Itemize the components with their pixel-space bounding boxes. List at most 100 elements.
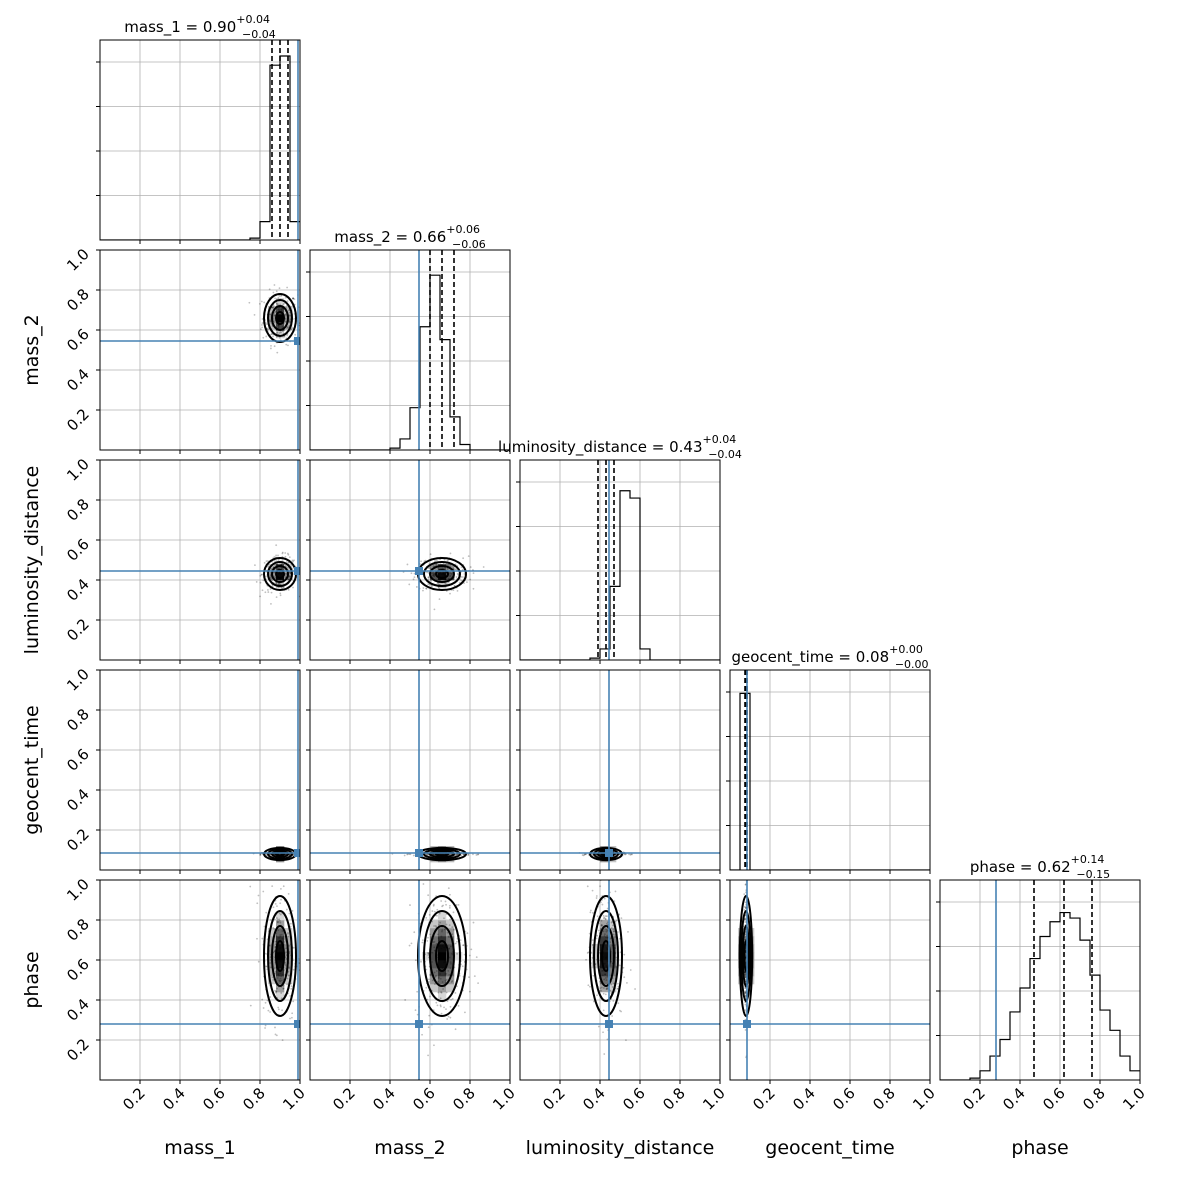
sample-point (291, 327, 294, 330)
sample-point (292, 297, 295, 300)
sample-point (279, 583, 282, 586)
panel-content (940, 880, 1140, 1080)
sample-point (631, 853, 634, 856)
truth-marker (415, 567, 423, 575)
sample-point (267, 560, 269, 562)
sample-point (425, 587, 427, 590)
density-block (284, 936, 293, 945)
sample-point (274, 902, 277, 905)
sample-point (595, 897, 598, 899)
sample-point (292, 297, 294, 300)
sample-point (275, 577, 278, 580)
sample-point (444, 973, 447, 975)
sample-point (280, 319, 282, 322)
x-axis-label-luminosity_distance: luminosity_distance (526, 1137, 715, 1159)
sample-point (619, 853, 621, 856)
sample-point (276, 918, 279, 921)
panel-content (310, 880, 510, 1080)
sample-point (623, 953, 626, 956)
sample-point (448, 956, 451, 959)
density-block (600, 936, 609, 945)
sample-point (288, 950, 291, 953)
contour-level-1 (429, 849, 455, 859)
density-block (276, 572, 285, 581)
sample-point (441, 957, 444, 959)
sample-point (584, 853, 586, 856)
sample-point (616, 987, 619, 990)
sample-point (467, 854, 470, 857)
sample-point (430, 584, 433, 587)
sample-point (284, 313, 287, 316)
sample-point (444, 582, 447, 585)
x-axis-label-mass_2: mass_2 (374, 1137, 446, 1159)
sample-point (429, 933, 431, 936)
sample-point (432, 904, 435, 907)
sample-point (466, 932, 469, 935)
sample-point (439, 977, 442, 980)
sample-point (625, 1039, 627, 1042)
density-block (276, 976, 285, 985)
sample-point (475, 956, 478, 959)
contour-level-1 (271, 305, 289, 331)
sample-point (415, 586, 418, 588)
sample-point (744, 975, 747, 978)
sample-point (441, 930, 443, 933)
sample-point (437, 976, 440, 979)
sample-point (279, 980, 281, 983)
contour-level-2 (423, 848, 461, 860)
sample-point (280, 309, 283, 312)
sample-point (427, 853, 429, 856)
density-block (600, 944, 609, 953)
sample-point (282, 987, 285, 990)
sample-point (605, 946, 608, 949)
density-block (600, 960, 609, 969)
sample-point (433, 940, 436, 943)
density-block (276, 314, 285, 323)
sample-point (431, 961, 433, 963)
sample-point (284, 572, 287, 575)
sample-point (450, 962, 452, 965)
sample-point (464, 1011, 466, 1014)
sample-point (457, 903, 460, 906)
sample-point (279, 921, 282, 924)
sample-point (277, 573, 279, 576)
sample-point (279, 977, 282, 980)
sample-point (285, 561, 288, 563)
sample-point (482, 566, 485, 568)
sample-point (451, 926, 454, 929)
sample-point (256, 937, 258, 940)
sample-point (275, 940, 278, 943)
sample-point (604, 973, 606, 976)
sample-point (434, 925, 437, 927)
sample-point (281, 956, 284, 959)
sample-point (434, 559, 436, 562)
sample-point (458, 581, 461, 584)
sample-point (259, 574, 262, 577)
sample-point (613, 930, 615, 933)
sample-point (284, 565, 287, 568)
sample-point (269, 319, 271, 322)
density-block (276, 992, 285, 1001)
sample-point (260, 300, 263, 303)
density-block (438, 920, 447, 929)
contour-level-3 (589, 846, 623, 862)
sample-point (744, 1009, 747, 1012)
sample-point (279, 592, 282, 595)
sample-point (272, 304, 275, 307)
density-block (284, 322, 293, 331)
sample-point (436, 582, 439, 585)
sample-point (468, 976, 470, 979)
sample-point (261, 322, 264, 324)
sample-point (265, 911, 268, 914)
sample-point (269, 588, 272, 590)
sample-point (592, 974, 595, 977)
sample-point (282, 987, 285, 990)
sample-point (586, 885, 589, 888)
sample-point (438, 912, 441, 915)
sample-point (289, 575, 291, 578)
sample-point (289, 1017, 291, 1020)
density-block (276, 580, 285, 589)
sample-point (286, 300, 289, 303)
sample-point (274, 310, 277, 313)
sample-point (275, 596, 278, 599)
